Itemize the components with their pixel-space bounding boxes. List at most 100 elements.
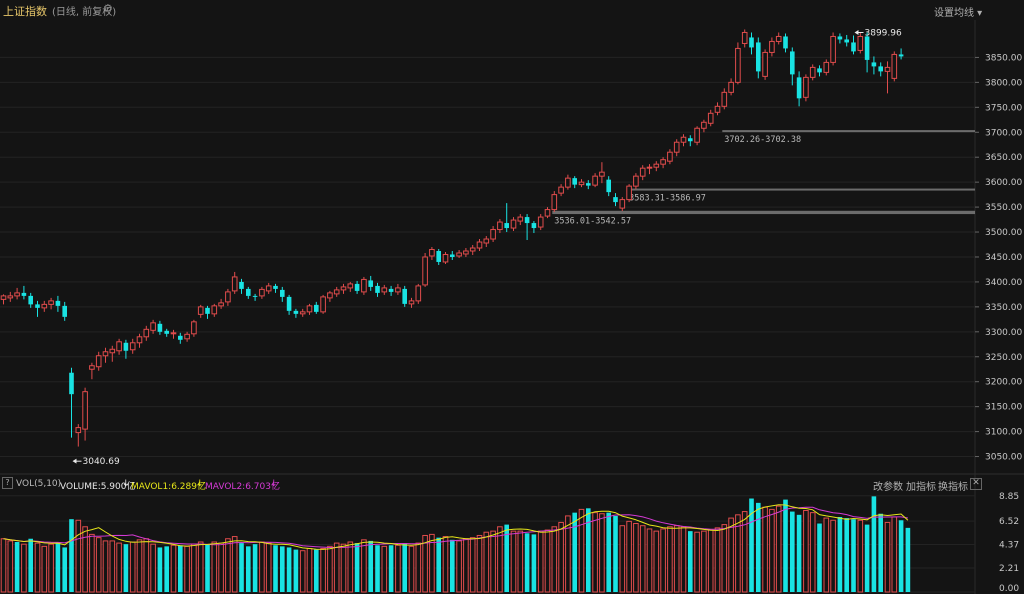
candle-body-up bbox=[422, 256, 428, 286]
volume-bar-up bbox=[775, 505, 782, 593]
volume-bar-up bbox=[129, 541, 136, 593]
candle-body-down bbox=[572, 178, 577, 185]
candle-body-down bbox=[205, 307, 210, 314]
price-tick-label: 3450.00 bbox=[985, 253, 1022, 263]
volume-bar-up bbox=[646, 528, 653, 593]
candle-body-up bbox=[660, 159, 666, 165]
volume-bar-down bbox=[796, 514, 802, 592]
candle-body-up bbox=[347, 283, 354, 289]
volume-bar-up bbox=[381, 545, 388, 593]
gap-level-label: 3702.26-3702.38 bbox=[724, 135, 801, 145]
volume-bar-down bbox=[613, 515, 618, 592]
candle-body-up bbox=[884, 66, 891, 72]
volume-bar-down bbox=[504, 524, 509, 592]
volume-bar-down bbox=[157, 547, 163, 592]
volume-bar-down bbox=[375, 545, 380, 592]
volume-bar-up bbox=[592, 512, 598, 593]
candle-body-down bbox=[239, 281, 244, 289]
annotation-arrow bbox=[72, 458, 77, 464]
volume-bar-up bbox=[102, 540, 109, 593]
volume-bar-down bbox=[756, 502, 761, 592]
candle-body-up bbox=[211, 305, 218, 315]
candle-body-up bbox=[170, 332, 177, 335]
candle-body-down bbox=[749, 37, 754, 48]
candle-body-up bbox=[320, 296, 326, 313]
candle-body-down bbox=[606, 179, 611, 193]
volume-tick-label: 8.85 bbox=[999, 492, 1019, 502]
candle-body-down bbox=[368, 280, 373, 287]
volume-tick-label: 4.37 bbox=[999, 541, 1019, 551]
candle-body-up bbox=[456, 252, 462, 257]
candle-body-down bbox=[21, 292, 27, 296]
candle-body-up bbox=[109, 348, 116, 354]
edit-params-button[interactable]: 改参数 bbox=[873, 482, 903, 493]
candle-body-up bbox=[517, 216, 524, 222]
volume-tick-label: 0.00 bbox=[999, 584, 1019, 594]
add-indicator-button[interactable]: 加指标 bbox=[906, 482, 936, 493]
candle-body-up bbox=[735, 47, 741, 83]
candle-body-up bbox=[510, 219, 517, 229]
price-tick-label: 3700.00 bbox=[985, 128, 1022, 138]
candle-body-up bbox=[265, 285, 272, 292]
volume-bar-up bbox=[510, 530, 517, 593]
candle-body-down bbox=[783, 36, 788, 49]
candle-body-up bbox=[469, 247, 476, 252]
gear-icon[interactable]: ⚙ bbox=[103, 2, 113, 15]
volume-bar-down bbox=[252, 544, 258, 592]
volume-bar-down bbox=[239, 543, 244, 592]
ma-settings-button[interactable]: 设置均线 ▾ bbox=[934, 8, 983, 19]
help-icon[interactable]: ? bbox=[2, 477, 13, 489]
volume-bar-down bbox=[790, 511, 795, 592]
volume-bar-up bbox=[701, 530, 707, 593]
candle-body-up bbox=[197, 306, 204, 315]
candle-body-up bbox=[578, 181, 585, 186]
volume-tick-label: 2.21 bbox=[999, 564, 1019, 574]
candle-body-up bbox=[619, 199, 626, 209]
volume-bar-down bbox=[402, 543, 407, 592]
candle-body-up bbox=[646, 166, 653, 169]
candle-body-up bbox=[667, 151, 673, 162]
volume-bar-up bbox=[626, 520, 632, 593]
volume-bar-down bbox=[606, 512, 611, 592]
candle-body-up bbox=[299, 311, 306, 315]
volume-bar-down bbox=[436, 537, 441, 592]
candle-body-up bbox=[673, 141, 680, 153]
volume-bar-up bbox=[347, 541, 354, 593]
candle-body-up bbox=[809, 66, 816, 78]
volume-bar-up bbox=[578, 508, 585, 593]
volume-bar-up bbox=[442, 536, 449, 593]
volume-bar-up bbox=[483, 531, 490, 593]
candle-body-up bbox=[769, 40, 775, 53]
candle-body-down bbox=[55, 300, 61, 306]
volume-bar-up bbox=[89, 533, 95, 593]
price-tick-label: 3600.00 bbox=[985, 178, 1022, 188]
mavol2-line bbox=[3, 506, 908, 548]
annotation-label: 3899.96 bbox=[865, 28, 902, 38]
volume-bar-down bbox=[388, 545, 394, 592]
candle-body-up bbox=[497, 221, 503, 231]
candle-body-up bbox=[7, 295, 14, 299]
volume-bar-up bbox=[558, 521, 564, 593]
volume-bar-down bbox=[205, 544, 210, 592]
volume-bar-up bbox=[95, 537, 102, 593]
chart-title: 上证指数 bbox=[3, 5, 47, 18]
candle-body-up bbox=[0, 295, 7, 300]
switch-indicator-button[interactable]: 换指标 bbox=[938, 482, 968, 493]
volume-bar-up bbox=[707, 529, 714, 593]
candle-body-down bbox=[69, 372, 74, 395]
candle-body-down bbox=[35, 304, 40, 308]
price-tick-label: 3200.00 bbox=[985, 378, 1022, 388]
volume-bar-up bbox=[327, 545, 333, 593]
annotation-arrow bbox=[854, 29, 859, 35]
volume-bar-down bbox=[273, 545, 278, 592]
volume-bar-up bbox=[109, 540, 116, 593]
volume-bar-up bbox=[714, 527, 721, 593]
volume-bar-up bbox=[333, 542, 340, 593]
top-bar: 上证指数 (日线, 前复权) ⚙ 设置均线 ▾ bbox=[0, 0, 1024, 20]
close-icon[interactable]: ✕ bbox=[970, 478, 982, 490]
candle-body-up bbox=[191, 321, 197, 335]
volume-bar-up bbox=[762, 506, 768, 593]
candle-body-up bbox=[544, 209, 551, 217]
candle-body-down bbox=[878, 66, 883, 72]
candle-body-up bbox=[476, 241, 483, 249]
